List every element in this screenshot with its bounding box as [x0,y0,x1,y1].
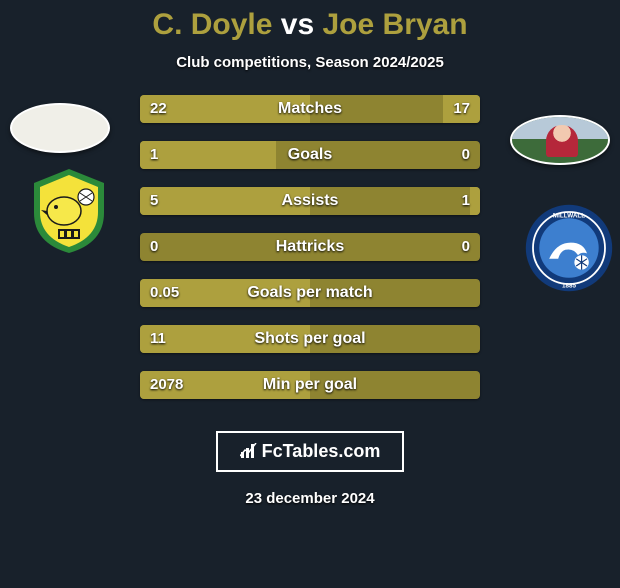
date-text: 23 december 2024 [0,490,620,507]
club-crest-right: MILLWALL 1885 [524,203,614,293]
stat-fill-right [470,187,480,215]
svg-text:MILLWALL: MILLWALL [553,212,585,219]
stat-value-left: 0.05 [150,279,179,307]
stat-fill-left [140,187,310,215]
stat-value-left: 22 [150,95,167,123]
svg-text:1885: 1885 [562,283,577,290]
brand-text: FcTables.com [262,441,381,461]
stat-bars: Matches2217Goals10Assists51Hattricks00Go… [140,95,480,417]
stat-value-left: 11 [150,325,166,353]
avatar-person-icon [546,125,578,157]
stat-value-right: 1 [462,187,470,215]
player-right-avatar [510,115,610,165]
stat-fill-left [140,141,276,169]
stat-value-left: 2078 [150,371,183,399]
millwall-crest-icon: MILLWALL 1885 [524,198,614,298]
brand-badge: FcTables.com [216,431,405,472]
stat-row: Matches2217 [140,95,480,123]
title-vs: vs [281,8,314,41]
stat-value-right: 0 [462,141,470,169]
stat-row: Shots per goal11 [140,325,480,353]
norwich-crest-icon [24,165,114,255]
subtitle: Club competitions, Season 2024/2025 [0,54,620,71]
stat-value-left: 1 [150,141,158,169]
footer: FcTables.com [0,431,620,472]
stat-row: Goals per match0.05 [140,279,480,307]
player-left-avatar [10,103,110,153]
stat-value-left: 0 [150,233,158,261]
stat-row: Min per goal2078 [140,371,480,399]
stat-value-right: 17 [453,95,470,123]
stat-value-left: 5 [150,187,158,215]
stat-row: Goals10 [140,141,480,169]
page-title: C. Doyle vs Joe Bryan [0,8,620,42]
stat-row: Assists51 [140,187,480,215]
club-crest-left [24,165,114,255]
stat-label: Hattricks [140,233,480,261]
stat-row: Hattricks0 0 [140,233,480,261]
title-player-left: C. Doyle [152,8,272,41]
title-player-right: Joe Bryan [323,8,468,41]
stat-value-right: 0 [462,233,470,261]
comparison-stage: MILLWALL 1885 Matches2217Goals10Assists5… [0,95,620,425]
brand-chart-icon [240,443,258,464]
